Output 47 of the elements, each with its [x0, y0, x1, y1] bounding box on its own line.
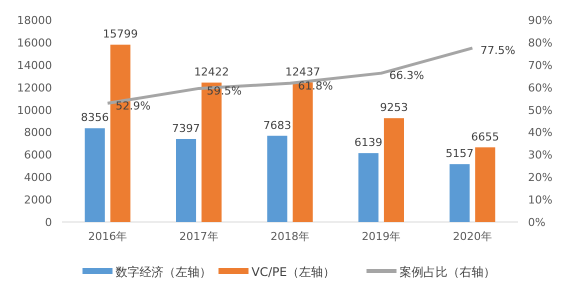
y2-tick-label: 40% — [528, 126, 552, 140]
data-label: 15799 — [102, 28, 138, 41]
legend-label: VC/PE（左轴） — [252, 265, 335, 279]
bar — [475, 147, 496, 222]
bar — [267, 136, 288, 222]
bar — [384, 118, 404, 222]
data-label: 7397 — [172, 122, 200, 135]
data-label: 6655 — [471, 130, 500, 144]
y2-tick-label: 80% — [528, 36, 552, 50]
bar — [176, 138, 196, 222]
y-tick-label: 6000 — [24, 148, 52, 162]
y-tick-label: 4000 — [24, 171, 52, 184]
x-tick-label: 2018年 — [270, 230, 310, 243]
bar — [84, 128, 105, 222]
data-label: 66.3% — [389, 69, 424, 82]
y2-tick-label: 90% — [528, 14, 552, 27]
x-tick-label: 2016年 — [88, 230, 128, 243]
x-tick-label: 2019年 — [362, 230, 401, 243]
y2-tick-label: 10% — [528, 194, 552, 207]
bar — [358, 153, 378, 222]
y-tick-label: 12000 — [17, 81, 52, 94]
data-label: 7683 — [263, 118, 292, 132]
y2-tick-label: 70% — [528, 58, 552, 72]
data-label: 9253 — [380, 101, 408, 114]
x-tick-label: 2020年 — [452, 230, 492, 243]
y-tick-label: 16000 — [17, 36, 52, 50]
x-tick-label: 2017年 — [179, 230, 218, 243]
y-tick-label: 18000 — [17, 14, 52, 27]
data-label: 12422 — [194, 66, 230, 79]
y2-tick-label: 20% — [528, 171, 552, 184]
y2-tick-label: 50% — [528, 104, 552, 117]
y2-tick-label: 60% — [528, 81, 552, 94]
legend-label: 数字经济（左轴） — [116, 265, 212, 279]
data-label: 5157 — [446, 147, 474, 160]
legend-label: 案例占比（右轴） — [400, 265, 496, 279]
data-label: 8356 — [80, 111, 109, 124]
y2-tick-label: 30% — [528, 148, 552, 162]
y-tick-label: 2000 — [24, 194, 52, 207]
y2-tick-label: 0% — [528, 216, 546, 229]
data-label: 12437 — [285, 65, 320, 78]
bar — [450, 164, 470, 222]
y-tick-label: 8000 — [24, 126, 52, 140]
y-tick-label: 10000 — [17, 104, 52, 117]
y-tick-label: 14000 — [17, 58, 52, 72]
y-tick-label: 0 — [45, 216, 52, 229]
data-label: 77.5% — [480, 44, 516, 58]
data-label: 6139 — [354, 136, 382, 150]
